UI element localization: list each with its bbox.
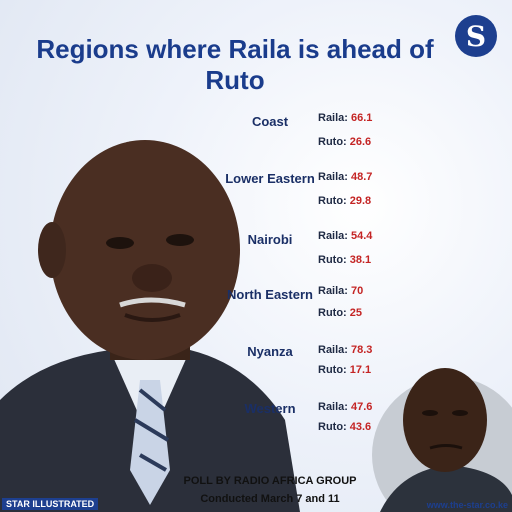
raila-value: 78.3 bbox=[350, 344, 373, 356]
raila-value: 47.6 bbox=[350, 401, 373, 413]
region-name: Lower Eastern bbox=[225, 171, 315, 186]
region-lower-eastern: Lower Eastern Raila: 48.7 Ruto: 29.8 bbox=[225, 169, 425, 209]
ruto-value: 25 bbox=[349, 307, 362, 319]
region-coast: Coast Raila: 66.1 Ruto: 26.6 bbox=[225, 110, 425, 150]
raila-label: Raila: bbox=[318, 230, 348, 242]
raila-value: 48.7 bbox=[350, 171, 373, 183]
ruto-row: Ruto: 38.1 bbox=[318, 254, 371, 266]
logo-letter: S bbox=[465, 19, 487, 53]
ruto-row: Ruto: 25 bbox=[318, 307, 362, 319]
raila-row: Raila: 48.7 bbox=[318, 171, 372, 183]
region-western: Western Raila: 47.6 Ruto: 43.6 bbox=[225, 401, 425, 441]
ruto-label: Ruto: bbox=[318, 364, 347, 376]
raila-row: Raila: 47.6 bbox=[318, 401, 372, 413]
footer-url: www.the-star.co.ke bbox=[426, 500, 508, 510]
region-nyanza: Nyanza Raila: 78.3 Ruto: 17.1 bbox=[225, 344, 425, 384]
region-name: Western bbox=[244, 401, 296, 416]
ruto-value: 17.1 bbox=[349, 364, 372, 376]
the-star-logo-icon: S bbox=[455, 15, 497, 57]
poll-credit: POLL BY RADIO AFRICA GROUP Conducted Mar… bbox=[160, 472, 380, 508]
raila-row: Raila: 78.3 bbox=[318, 344, 372, 356]
raila-value: 54.4 bbox=[350, 230, 373, 242]
ruto-row: Ruto: 29.8 bbox=[318, 195, 371, 207]
raila-row: Raila: 70 bbox=[318, 285, 363, 297]
raila-label: Raila: bbox=[318, 401, 348, 413]
ruto-row: Ruto: 17.1 bbox=[318, 364, 371, 376]
ruto-row: Ruto: 26.6 bbox=[318, 136, 371, 148]
region-north-eastern: North Eastern Raila: 70 Ruto: 25 bbox=[225, 285, 425, 325]
raila-row: Raila: 66.1 bbox=[318, 112, 372, 124]
footer-credit: STAR ILLUSTRATED bbox=[2, 498, 99, 510]
region-name: Nairobi bbox=[247, 232, 293, 247]
raila-label: Raila: bbox=[318, 112, 348, 124]
ruto-label: Ruto: bbox=[318, 195, 347, 207]
raila-label: Raila: bbox=[318, 344, 348, 356]
ruto-value: 38.1 bbox=[349, 254, 372, 266]
page-title: Regions where Raila is ahead of Ruto bbox=[36, 34, 434, 95]
raila-row: Raila: 54.4 bbox=[318, 230, 372, 242]
region-nairobi: Nairobi Raila: 54.4 Ruto: 38.1 bbox=[225, 228, 425, 268]
region-name: Coast bbox=[251, 114, 289, 129]
ruto-value: 43.6 bbox=[349, 421, 372, 433]
raila-value: 66.1 bbox=[350, 112, 373, 124]
ruto-label: Ruto: bbox=[318, 136, 347, 148]
ruto-value: 29.8 bbox=[349, 195, 372, 207]
ruto-label: Ruto: bbox=[318, 421, 347, 433]
raila-label: Raila: bbox=[318, 171, 348, 183]
region-name: Nyanza bbox=[247, 344, 293, 359]
raila-value: 70 bbox=[350, 285, 364, 297]
poll-source: POLL BY RADIO AFRICA GROUP bbox=[183, 475, 357, 487]
region-name: North Eastern bbox=[227, 287, 313, 302]
ruto-value: 26.6 bbox=[349, 136, 372, 148]
ruto-label: Ruto: bbox=[318, 254, 347, 266]
ruto-label: Ruto: bbox=[318, 307, 347, 319]
poll-date: Conducted March 7 and 11 bbox=[200, 493, 340, 505]
raila-label: Raila: bbox=[318, 285, 348, 297]
ruto-row: Ruto: 43.6 bbox=[318, 421, 371, 433]
